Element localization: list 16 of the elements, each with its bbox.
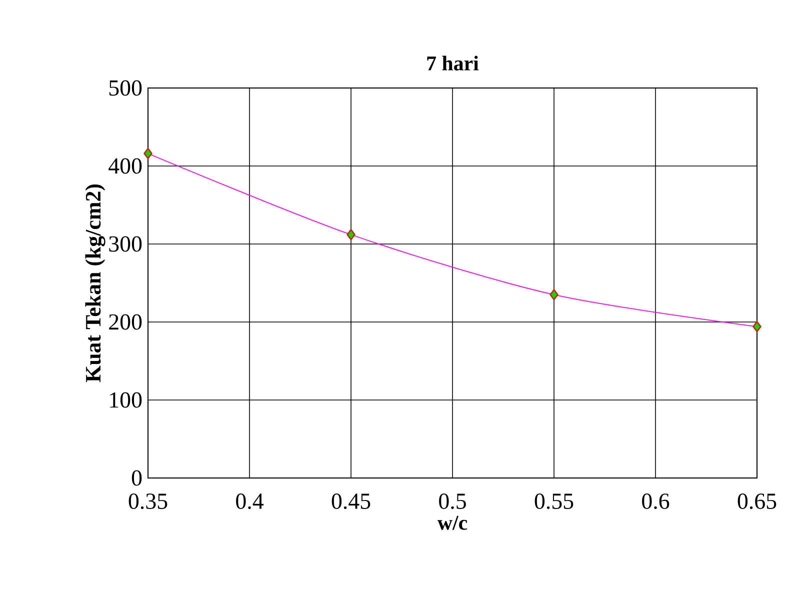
x-tick-label: 0.65 <box>738 493 776 510</box>
x-tick-label: 0.35 <box>128 493 168 510</box>
x-tick-label: 0.55 <box>534 493 574 510</box>
y-tick-label: 200 <box>109 314 142 330</box>
x-tick-label: 0.6 <box>642 493 670 510</box>
y-tick-label: 100 <box>110 392 142 408</box>
chart-title: 7 hari <box>427 56 479 70</box>
y-tick-label: 0 <box>132 470 142 486</box>
y-tick-label: 400 <box>108 158 142 174</box>
x-axis-title: w/c <box>437 516 468 530</box>
x-tick-label: 0.4 <box>236 493 264 510</box>
x-tick-label: 0.5 <box>439 493 466 510</box>
y-axis-title: Kuat Tekan (kg/cm2) <box>85 184 106 382</box>
x-tick-label: 0.45 <box>332 493 370 510</box>
y-tick-label: 300 <box>109 236 142 252</box>
y-tick-label: 500 <box>109 80 142 96</box>
